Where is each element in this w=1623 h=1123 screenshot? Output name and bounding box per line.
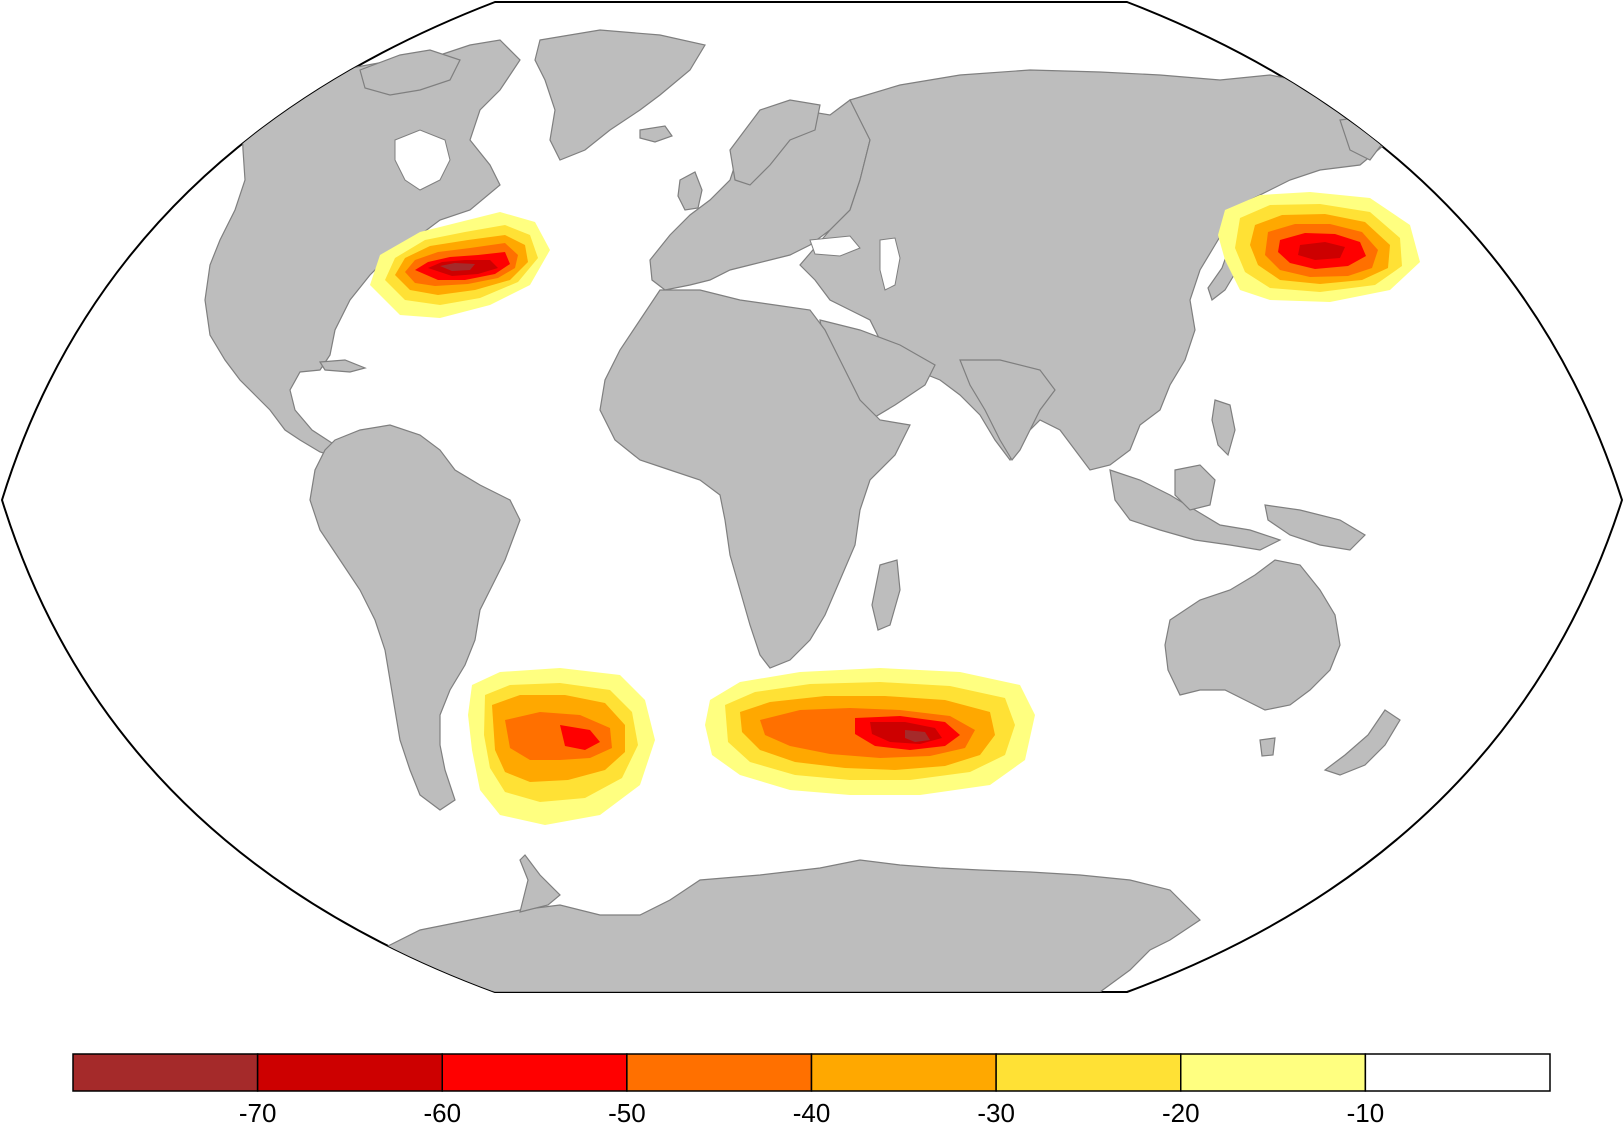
madagascar [871,559,901,631]
colorbar-swatch [810,1053,997,1092]
colorbar-tick-label: -10 [1347,1098,1385,1123]
caspian-sea [879,237,901,291]
british-isles [677,171,703,211]
colorbar-tick-label: -40 [793,1098,831,1123]
antarctic-peninsula [519,854,561,913]
philippines [1211,399,1236,457]
antarctica-landmass [378,859,1201,992]
new-zealand [1323,709,1401,776]
anomaly-south-indian [705,668,1035,795]
contour-band [440,263,475,271]
colorbar-swatch [995,1053,1182,1092]
colorbar-swatch [1364,1053,1551,1092]
south-america-landmass [309,424,521,811]
colorbar-swatch [72,1053,259,1092]
arctic-archipelago [359,49,461,96]
scandinavia [729,99,821,186]
colorbar-tick-label: -50 [608,1098,646,1123]
colorbar-swatches [72,1053,1551,1092]
iceland [639,125,673,143]
contour-band [1298,242,1345,260]
anomaly-north-pacific [1218,192,1420,302]
southeast-asia-islands [1109,469,1282,551]
caribbean-islands [318,359,367,373]
colorbar-swatch [256,1053,443,1092]
black-sea [809,235,861,257]
indian-subcontinent [959,359,1056,462]
contour-band [560,725,600,750]
colorbar-tick-label: -20 [1162,1098,1200,1123]
colorbar-tick-label: -30 [977,1098,1015,1123]
colorbar-swatch [1180,1053,1367,1092]
contour-band [905,730,930,742]
colorbar-tick-label: -70 [239,1098,277,1123]
colorbar-tick-labels: -70 -60 -50 -40 -30 -20 -10 [239,1098,1384,1123]
tasmania [1259,737,1276,757]
australia-landmass [1164,559,1341,711]
africa-landmass [599,289,911,669]
colorbar-swatch [626,1053,813,1092]
colorbar: -70 -60 -50 -40 -30 -20 -10 [72,1053,1551,1123]
greenland [534,29,706,161]
hudson-bay [394,129,451,191]
new-guinea [1264,504,1366,551]
anomaly-contours [370,192,1420,825]
colorbar-tick-label: -60 [423,1098,461,1123]
anomaly-south-atlantic [468,668,655,825]
borneo [1174,464,1216,511]
colorbar-swatch [441,1053,628,1092]
anomaly-north-atlantic [370,212,550,318]
